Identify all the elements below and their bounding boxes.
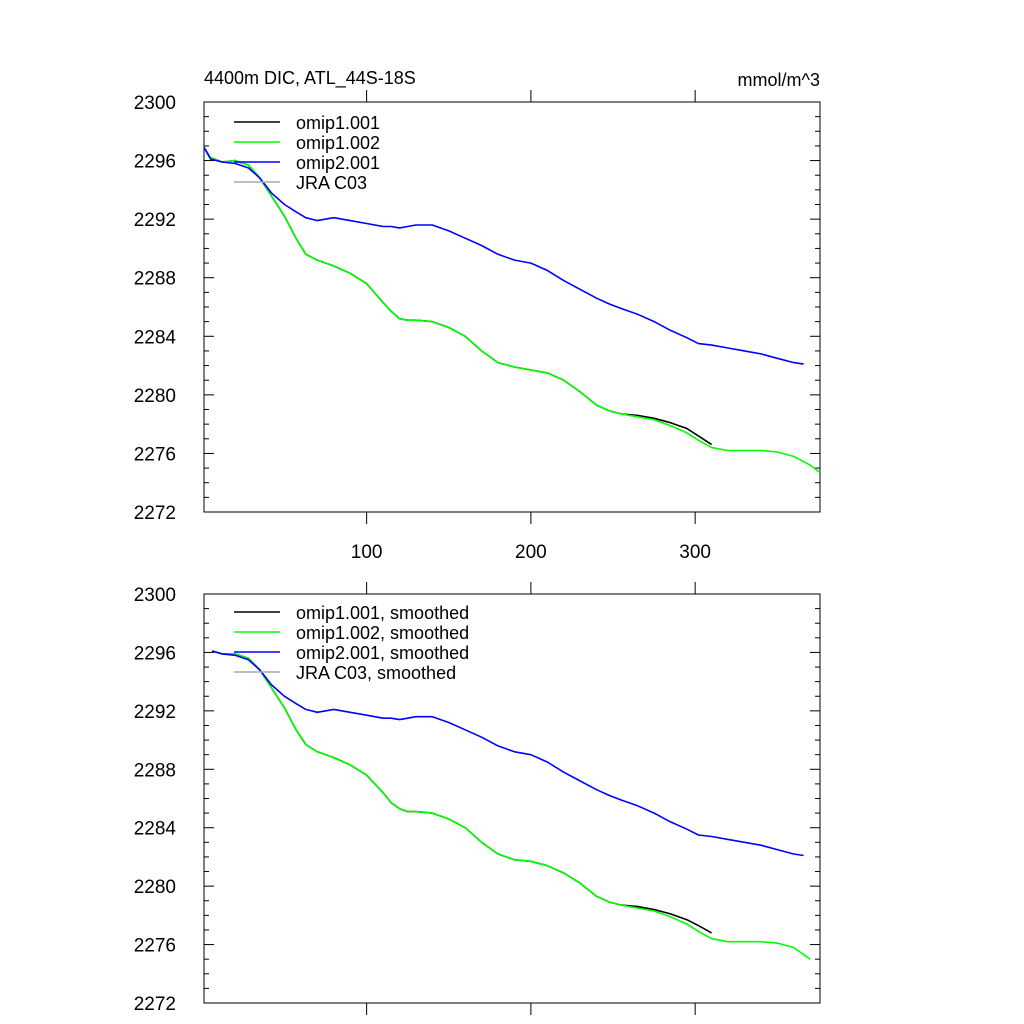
y-tick-label: 2276 bbox=[134, 936, 176, 957]
y-tick-label: 2284 bbox=[134, 819, 177, 840]
legend-label: omip1.001, smoothed bbox=[296, 603, 469, 623]
legend-label: omip1.002, smoothed bbox=[296, 623, 469, 643]
y-tick-label: 2292 bbox=[134, 210, 176, 231]
legend-label: omip2.001 bbox=[296, 153, 380, 173]
y-tick-label: 2288 bbox=[134, 269, 176, 290]
y-tick-label: 2296 bbox=[134, 152, 176, 173]
legend-label: omip1.001 bbox=[296, 113, 380, 133]
y-tick-label: 2280 bbox=[134, 386, 176, 407]
units-label: mmol/m^3 bbox=[738, 70, 820, 90]
y-tick-label: 2272 bbox=[134, 994, 176, 1015]
y-tick-label: 2280 bbox=[134, 877, 176, 898]
series-line-omip1-001 bbox=[203, 146, 713, 446]
y-tick-label: 2300 bbox=[134, 93, 176, 114]
y-tick-label: 2276 bbox=[134, 444, 176, 465]
y-tick-label: 2296 bbox=[134, 643, 176, 664]
series-line-omip1-002 bbox=[211, 650, 811, 960]
series-line-omip2-001 bbox=[203, 147, 804, 365]
legend-label: omip1.002 bbox=[296, 133, 380, 153]
series-line-omip2-001 bbox=[211, 650, 804, 857]
x-tick-label: 200 bbox=[515, 542, 547, 563]
legend-label: omip2.001, smoothed bbox=[296, 643, 469, 663]
legend-label: JRA C03 bbox=[296, 173, 367, 193]
x-tick-label: 300 bbox=[679, 542, 711, 563]
panel-smoothed: 2272 2276 2280 2284 2288 2292 2296 2300 omip1.00… bbox=[134, 582, 821, 1015]
y-tick-label: 2300 bbox=[134, 585, 176, 606]
series-line-omip1-001 bbox=[211, 650, 712, 934]
legend-label: JRA C03, smoothed bbox=[296, 663, 456, 683]
y-tick-label: 2272 bbox=[134, 503, 176, 524]
series-line-omip1-002 bbox=[203, 146, 821, 474]
chart-title: 4400m DIC, ATL_44S-18S bbox=[204, 68, 416, 89]
x-tick-label: 100 bbox=[351, 542, 383, 563]
y-tick-label: 2292 bbox=[134, 702, 176, 723]
y-tick-label: 2288 bbox=[134, 760, 176, 781]
panel-raw: 2272 2276 2280 2284 2288 2292 2296 2300 100 200 30… bbox=[134, 90, 821, 563]
y-tick-label: 2284 bbox=[134, 327, 177, 348]
